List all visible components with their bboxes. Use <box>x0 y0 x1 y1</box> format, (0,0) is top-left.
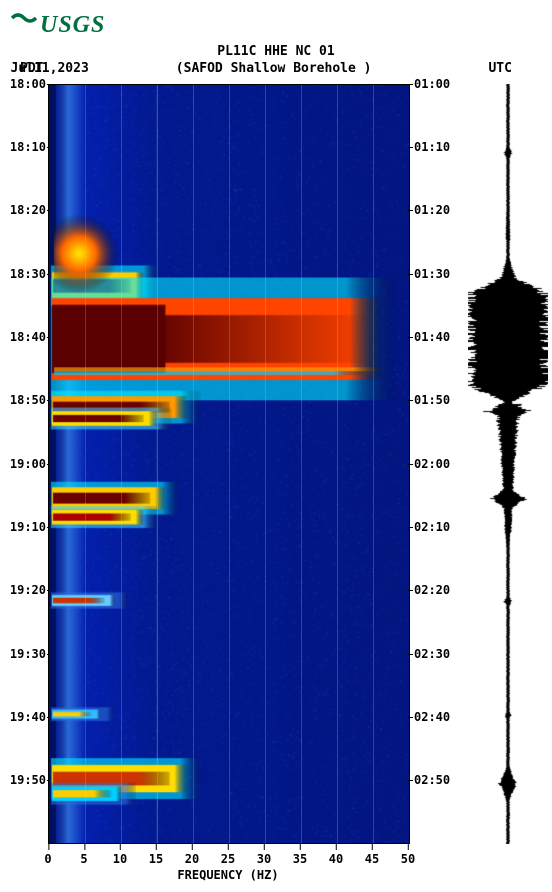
x-tick: 25 <box>221 852 235 866</box>
seismogram <box>468 84 548 844</box>
left-tick: 18:30 <box>10 267 46 281</box>
right-time-axis: 01:0001:1001:2001:3001:4001:5002:0002:10… <box>410 84 468 844</box>
right-tick: 01:10 <box>414 140 450 154</box>
x-tick: 45 <box>365 852 379 866</box>
right-tick: 02:30 <box>414 647 450 661</box>
left-tick: 19:40 <box>10 710 46 724</box>
right-tick: 01:20 <box>414 203 450 217</box>
left-tick: 18:00 <box>10 77 46 91</box>
frequency-axis: FREQUENCY (HZ) 05101520253035404550 <box>48 846 408 886</box>
x-tick: 40 <box>329 852 343 866</box>
left-tick: 18:50 <box>10 393 46 407</box>
x-tick: 30 <box>257 852 271 866</box>
left-tick: 18:10 <box>10 140 46 154</box>
x-tick: 15 <box>149 852 163 866</box>
spectrogram <box>48 84 410 844</box>
left-tick: 19:00 <box>10 457 46 471</box>
x-tick: 5 <box>80 852 87 866</box>
plot-area: 18:0018:1018:2018:3018:4018:5019:0019:10… <box>0 84 552 844</box>
logo-text: USGS <box>40 12 105 38</box>
right-tick: 02:20 <box>414 583 450 597</box>
left-tick: 19:20 <box>10 583 46 597</box>
right-tick: 01:30 <box>414 267 450 281</box>
x-tick: 0 <box>44 852 51 866</box>
x-tick: 20 <box>185 852 199 866</box>
x-tick: 35 <box>293 852 307 866</box>
station-line: PL11C HHE NC 01 <box>0 44 552 61</box>
left-tick: 18:20 <box>10 203 46 217</box>
left-tick: 18:40 <box>10 330 46 344</box>
date-label: Jul11,2023 <box>11 61 89 78</box>
left-tick: 19:30 <box>10 647 46 661</box>
right-tick: 02:50 <box>414 773 450 787</box>
right-tick: 01:00 <box>414 77 450 91</box>
right-tick: 01:40 <box>414 330 450 344</box>
right-tick: 02:40 <box>414 710 450 724</box>
right-tick: 02:10 <box>414 520 450 534</box>
x-tick: 50 <box>401 852 415 866</box>
location-line: (SAFOD Shallow Borehole ) <box>176 61 372 78</box>
left-time-axis: 18:0018:1018:2018:3018:4018:5019:0019:10… <box>0 84 48 844</box>
usgs-logo: USGS <box>0 0 552 44</box>
tz-right: UTC <box>488 61 511 78</box>
left-tick: 19:50 <box>10 773 46 787</box>
right-tick: 01:50 <box>414 393 450 407</box>
x-tick: 10 <box>113 852 127 866</box>
right-tick: 02:00 <box>414 457 450 471</box>
x-axis-label: FREQUENCY (HZ) <box>48 868 408 882</box>
left-tick: 19:10 <box>10 520 46 534</box>
